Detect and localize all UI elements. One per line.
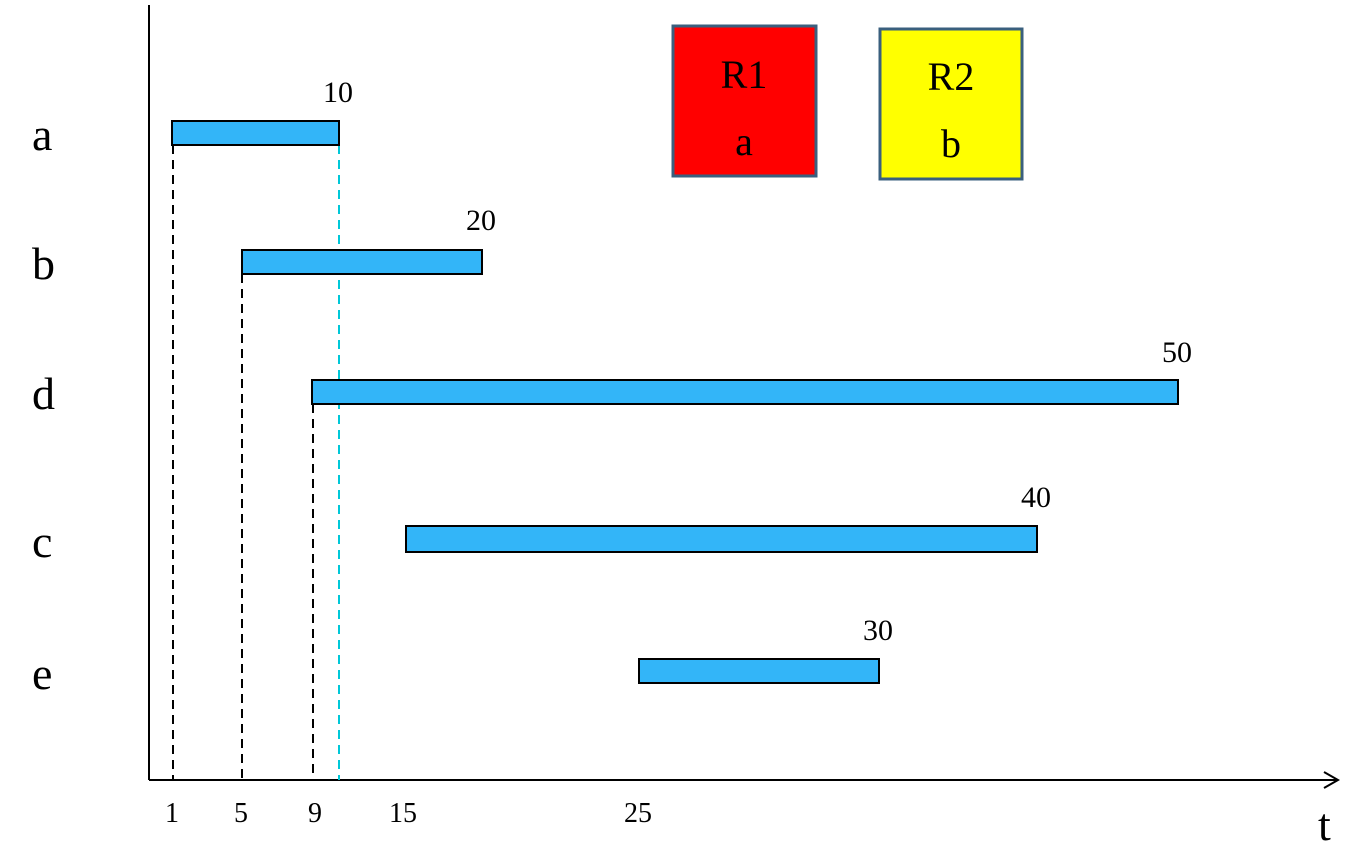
end-label-c: 40 (1021, 481, 1051, 514)
end-label-d: 50 (1162, 336, 1192, 369)
task-bar-d (311, 379, 1179, 405)
task-bar-a (171, 120, 340, 146)
tick-label-15: 15 (389, 798, 417, 829)
tick-label-9: 9 (308, 798, 322, 829)
resource-name-r2: R2 (928, 54, 975, 99)
task-bar-c (405, 525, 1038, 553)
tick-label-5: 5 (234, 798, 248, 829)
resource-box-r2 (878, 27, 1024, 181)
end-label-e: 30 (863, 614, 893, 647)
resource-task-r1: a (735, 119, 753, 164)
task-label-e: e (32, 648, 52, 699)
task-label-d: d (32, 368, 55, 419)
x-axis-arrowhead (1323, 771, 1341, 789)
task-label-a: a (32, 109, 52, 160)
tick-label-25: 25 (624, 798, 652, 829)
end-label-a: 10 (323, 76, 353, 109)
task-bar-b (241, 249, 483, 275)
resource-box-r1 (671, 24, 818, 178)
task-bar-e (638, 658, 880, 684)
x-axis-label: t (1318, 799, 1331, 845)
task-label-c: c (32, 516, 52, 567)
tick-label-1: 1 (165, 798, 179, 829)
resource-name-r1: R1 (721, 52, 768, 97)
end-label-b: 20 (466, 204, 496, 237)
resource-task-r2: b (941, 121, 961, 166)
task-label-b: b (32, 238, 55, 289)
